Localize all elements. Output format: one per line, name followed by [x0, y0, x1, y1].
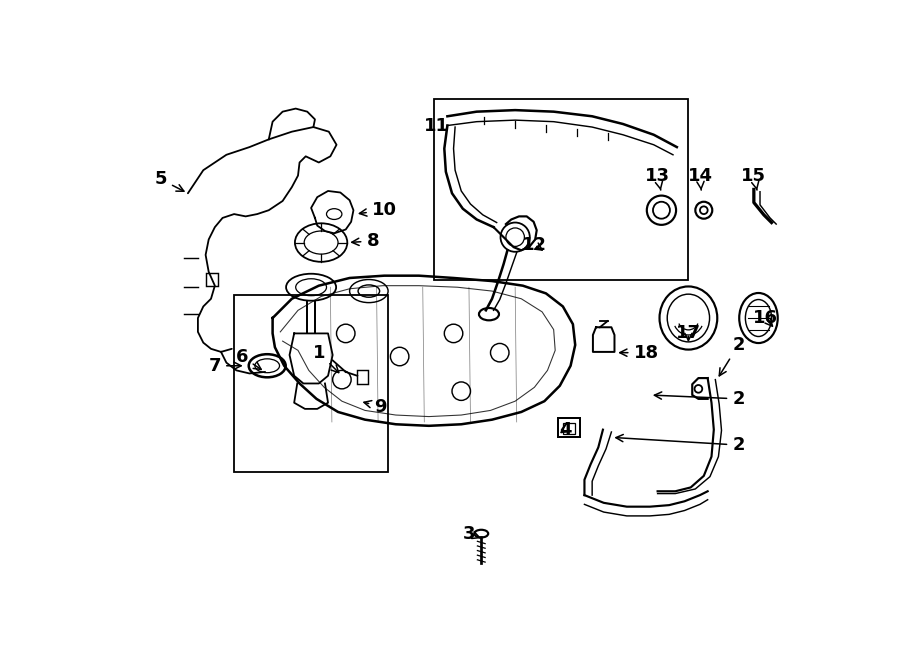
Bar [205, 274, 218, 286]
Bar [435, 98, 688, 280]
Text: 2: 2 [654, 390, 744, 408]
Text: 8: 8 [352, 232, 379, 250]
Text: 12: 12 [522, 236, 547, 254]
Text: 14: 14 [688, 167, 713, 190]
Text: 10: 10 [359, 201, 397, 219]
Text: 2: 2 [719, 336, 744, 376]
Text: 3: 3 [463, 525, 481, 543]
Text: 5: 5 [155, 171, 184, 191]
Text: 9: 9 [364, 397, 387, 416]
Bar [562, 423, 575, 434]
Bar [357, 370, 368, 384]
Bar [558, 418, 580, 437]
Text: 7: 7 [209, 357, 241, 375]
Text: 11: 11 [424, 116, 449, 135]
Text: 17: 17 [676, 325, 701, 342]
Text: 13: 13 [645, 167, 670, 190]
Text: 2: 2 [616, 434, 744, 454]
Text: 6: 6 [236, 348, 261, 369]
Text: 1: 1 [312, 344, 338, 373]
Text: 16: 16 [753, 309, 778, 327]
Bar [234, 295, 388, 472]
Text: 4: 4 [559, 420, 572, 439]
Text: 18: 18 [620, 344, 659, 362]
Text: 15: 15 [742, 167, 767, 190]
